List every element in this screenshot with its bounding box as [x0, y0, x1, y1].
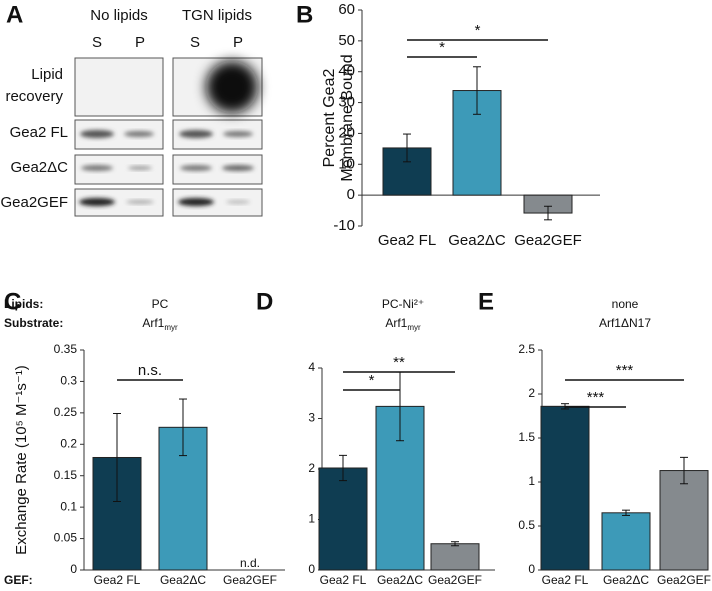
y-tick-label: 0.1 — [60, 499, 77, 513]
x-tick-label: Gea2 FL — [320, 573, 367, 587]
y-tick-label: 0 — [308, 562, 315, 576]
substrate-subscript: myr — [164, 323, 178, 332]
group-label: No lipids — [90, 7, 148, 24]
x-tick-label: Gea2 FL — [542, 573, 589, 587]
y-tick-label: 2 — [308, 461, 315, 475]
y-tick-label: 40 — [338, 63, 355, 80]
x-tick-label: Gea2GEF — [514, 232, 582, 249]
row-label: Gea2ΔC — [10, 159, 68, 176]
y-axis-label: Exchange Rate (10⁵ M⁻¹s⁻¹) — [13, 365, 30, 555]
substrate-condition: Arf1myr — [385, 316, 421, 332]
x-tick-label: Gea2GEF — [657, 573, 711, 587]
row-label: Gea2 FL — [10, 124, 68, 141]
row-label: GEF: — [4, 573, 33, 587]
lipids-condition: PC-Ni²⁺ — [382, 297, 424, 311]
panel-letter: D — [256, 288, 273, 315]
x-tick-label: Gea2GEF — [428, 573, 482, 587]
y-tick-label: 0 — [347, 186, 355, 203]
y-tick-label: 0.2 — [60, 436, 77, 450]
y-tick-label: 0.15 — [54, 468, 78, 482]
bar — [601, 512, 651, 571]
lane-label: P — [233, 34, 243, 51]
panel-letter: E — [478, 288, 494, 315]
y-tick-label: 0.35 — [54, 342, 78, 356]
significance-label: * — [475, 22, 481, 39]
significance-label: * — [369, 372, 375, 389]
x-tick-label: Gea2ΔC — [377, 573, 423, 587]
bar — [540, 405, 590, 571]
y-tick-label: 3 — [308, 411, 315, 425]
lipids-condition: PC — [152, 297, 169, 311]
bar — [659, 470, 709, 571]
y-tick-label: 10 — [338, 155, 355, 172]
significance-label: *** — [616, 362, 634, 379]
x-tick-label: Gea2 FL — [378, 232, 436, 249]
bar — [318, 467, 368, 571]
y-tick-label: 0.3 — [60, 374, 77, 388]
row-label: Lipids: — [4, 297, 43, 311]
y-tick-label: 2 — [528, 386, 535, 400]
y-axis-label: Membrane Bound — [339, 54, 356, 181]
bar — [430, 543, 480, 571]
substrate-condition: Arf1ΔN17 — [599, 316, 651, 330]
significance-label: n.s. — [138, 362, 162, 379]
substrate-name: Arf1ΔN17 — [599, 316, 651, 330]
row-label: recovery — [5, 88, 63, 105]
blot-bands — [79, 61, 258, 206]
y-tick-label: 1 — [308, 512, 315, 526]
y-tick-label: 1 — [528, 474, 535, 488]
y-tick-label: 2.5 — [518, 342, 535, 356]
x-tick-label: Gea2ΔC — [160, 573, 206, 587]
significance-label: ** — [393, 354, 405, 371]
row-label: Gea2GEF — [0, 194, 68, 211]
significance-label: *** — [587, 389, 605, 406]
lane-label: P — [135, 34, 145, 51]
lane-label: S — [190, 34, 200, 51]
y-tick-label: 1.5 — [518, 430, 535, 444]
y-tick-label: 0.05 — [54, 531, 78, 545]
y-tick-label: -10 — [333, 217, 355, 234]
row-label: Lipid — [31, 66, 63, 83]
substrate-condition: Arf1myr — [142, 316, 178, 332]
blot-panel: A No lipids TGN lipids S P S P Lipid rec… — [0, 1, 263, 217]
y-tick-label: 50 — [338, 32, 355, 49]
panel-letter: B — [296, 1, 313, 28]
y-tick-label: 30 — [338, 94, 355, 111]
y-tick-label: 0.5 — [518, 518, 535, 532]
panel-letter: A — [6, 1, 23, 28]
lipids-condition: none — [612, 297, 639, 311]
y-tick-label: 20 — [338, 124, 355, 141]
substrate-subscript: myr — [407, 323, 421, 332]
group-label: TGN lipids — [182, 7, 252, 24]
y-axis-label: Percent Gea2 — [321, 69, 338, 168]
y-tick-label: 60 — [338, 1, 355, 18]
y-tick-label: 0.25 — [54, 405, 78, 419]
substrate-name: Arf1 — [385, 316, 407, 330]
x-tick-label: Gea2ΔC — [603, 573, 649, 587]
significance-label: * — [439, 39, 445, 56]
y-tick-label: 0 — [528, 562, 535, 576]
y-tick-label: 4 — [308, 360, 315, 374]
panel-letter: C — [4, 288, 21, 315]
x-tick-label: Gea2ΔC — [448, 232, 506, 249]
lane-label: S — [92, 34, 102, 51]
row-label: Substrate: — [4, 316, 63, 330]
x-tick-label: Gea2 FL — [94, 573, 141, 587]
x-tick-label: Gea2GEF — [223, 573, 277, 587]
value-label: n.d. — [240, 556, 260, 570]
y-tick-label: 0 — [70, 562, 77, 576]
substrate-name: Arf1 — [142, 316, 164, 330]
